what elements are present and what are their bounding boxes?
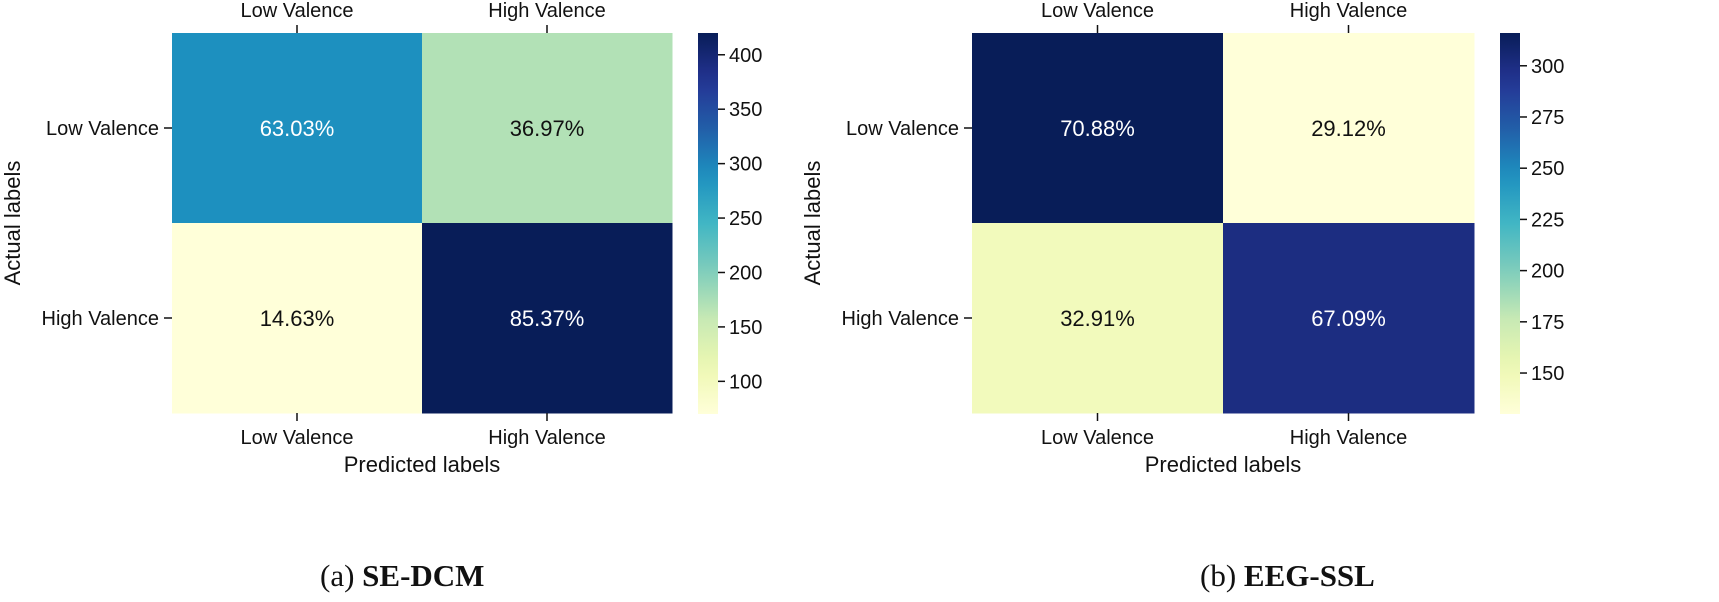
colorbar-tick-label-b-4: 250	[1531, 158, 1564, 180]
colorbar-a	[698, 33, 718, 414]
colorbar-b	[1500, 33, 1520, 414]
x-tick-label-bottom-a-1: High Valence	[488, 427, 605, 449]
heatmap-panel-a: 63.03% 36.97% 14.63% 85.37% Low Valence Low V…	[0, 0, 762, 477]
x-tick-label-top-b-0: Low Valence	[1041, 0, 1154, 22]
colorbar-tick-label-b-2: 200	[1531, 261, 1564, 283]
x-tick-label-top-a-0: Low Valence	[240, 0, 353, 22]
heatmap-cell-a-r1c1	[422, 223, 673, 414]
colorbar-tick-label-b-3: 225	[1531, 209, 1564, 231]
cell-label-b-r1c0: 32.91%	[1060, 306, 1135, 331]
x-axis-label-b: Predicted labels	[1145, 452, 1302, 477]
caption-a-prefix: (a)	[320, 558, 355, 593]
heatmap-cell-b-r0c0	[972, 33, 1224, 224]
heatmap-cell-a-r0c0	[172, 33, 423, 224]
heatmap-cell-a-r1c0	[172, 223, 423, 414]
caption-b: (b) EEG-SSL	[1200, 558, 1375, 594]
cell-label-b-r0c0: 70.88%	[1060, 116, 1135, 141]
y-tick-label-a-0: Low Valence	[46, 118, 159, 140]
cell-label-a-r1c0: 14.63%	[260, 306, 335, 331]
x-tick-label-top-b-1: High Valence	[1290, 0, 1407, 22]
caption-b-label: EEG-SSL	[1243, 558, 1375, 593]
cell-label-a-r1c1: 85.37%	[510, 306, 585, 331]
x-tick-label-bottom-b-0: Low Valence	[1041, 427, 1154, 449]
colorbar-tick-label-a-6: 400	[729, 45, 762, 67]
y-axis-label-b: Actual labels	[800, 161, 825, 286]
x-tick-label-top-a-1: High Valence	[488, 0, 605, 22]
heatmap-cell-b-r1c0	[972, 223, 1224, 414]
heatmap-cell-b-r1c1	[1223, 223, 1475, 414]
cell-label-b-r1c1: 67.09%	[1311, 306, 1386, 331]
colorbar-tick-label-a-0: 100	[729, 371, 762, 393]
colorbar-tick-label-b-6: 300	[1531, 56, 1564, 78]
y-tick-label-a-1: High Valence	[42, 308, 159, 330]
x-tick-label-bottom-a-0: Low Valence	[240, 427, 353, 449]
heatmap-cell-a-r0c1	[422, 33, 673, 224]
caption-b-prefix: (b)	[1200, 558, 1237, 593]
caption-a: (a) SE-DCM	[320, 558, 484, 594]
colorbar-tick-label-a-4: 300	[729, 154, 762, 176]
colorbar-tick-label-a-1: 150	[729, 317, 762, 339]
colorbar-tick-label-b-0: 150	[1531, 363, 1564, 385]
y-axis-label-a: Actual labels	[0, 161, 25, 286]
cell-label-a-r0c1: 36.97%	[510, 116, 585, 141]
x-axis-label-a: Predicted labels	[344, 452, 501, 477]
cell-label-a-r0c0: 63.03%	[260, 116, 335, 141]
colorbar-tick-label-a-3: 250	[729, 208, 762, 230]
colorbar-tick-label-a-2: 200	[729, 262, 762, 284]
y-tick-label-b-1: High Valence	[842, 308, 959, 330]
x-tick-label-bottom-b-1: High Valence	[1290, 427, 1407, 449]
heatmap-cell-b-r0c1	[1223, 33, 1475, 224]
colorbar-tick-label-a-5: 350	[729, 99, 762, 121]
y-tick-label-b-0: Low Valence	[846, 118, 959, 140]
colorbar-tick-label-b-5: 275	[1531, 107, 1564, 129]
heatmap-panel-b: 70.88% 29.12% 32.91% 67.09% Low Valence Low V…	[800, 0, 1564, 477]
colorbar-tick-label-b-1: 175	[1531, 312, 1564, 334]
caption-a-label: SE-DCM	[362, 558, 485, 593]
cell-label-b-r0c1: 29.12%	[1311, 116, 1386, 141]
